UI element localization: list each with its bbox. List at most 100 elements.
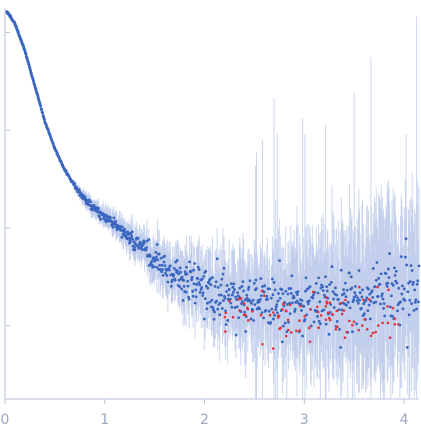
outlier-point: [238, 309, 241, 312]
data-point: [230, 293, 234, 297]
data-point: [370, 289, 374, 293]
data-point: [187, 297, 191, 301]
outlier-point: [224, 330, 227, 333]
data-point: [192, 282, 196, 286]
data-point: [190, 275, 194, 279]
data-point: [144, 248, 148, 252]
data-point: [404, 255, 407, 259]
data-point: [318, 300, 322, 304]
data-point: [382, 306, 385, 310]
data-point: [211, 306, 215, 310]
data-point: [250, 301, 254, 305]
data-point: [345, 288, 349, 292]
data-point: [136, 236, 140, 240]
data-point: [399, 255, 403, 259]
data-point: [112, 216, 116, 220]
data-point: [317, 319, 321, 323]
outlier-point: [324, 318, 328, 322]
data-point: [415, 282, 419, 286]
data-point: [380, 292, 384, 296]
outlier-point: [325, 296, 328, 299]
data-point: [127, 236, 131, 240]
data-point: [285, 302, 289, 306]
data-point: [381, 297, 385, 301]
x-tick-label: 1: [100, 412, 109, 428]
data-point: [191, 294, 195, 298]
data-point: [131, 237, 135, 241]
data-point: [123, 227, 126, 231]
data-point: [397, 286, 401, 290]
outlier-point: [336, 325, 339, 329]
data-point: [296, 293, 299, 297]
data-point: [237, 295, 241, 299]
data-point: [311, 296, 315, 300]
data-point: [246, 288, 250, 291]
data-point: [274, 305, 278, 309]
data-point: [331, 290, 335, 294]
data-point: [335, 293, 338, 297]
outlier-point: [315, 305, 319, 309]
outlier-point: [358, 285, 361, 289]
data-point: [388, 252, 391, 256]
data-point: [353, 291, 357, 295]
data-point: [181, 299, 185, 302]
data-point: [289, 287, 293, 290]
data-point: [224, 309, 227, 313]
outlier-point: [295, 329, 298, 333]
data-point: [410, 302, 413, 305]
error-bars: [6, 10, 420, 399]
data-point: [182, 279, 185, 282]
data-point: [73, 182, 77, 186]
outlier-point: [340, 312, 344, 316]
data-point: [328, 311, 332, 314]
data-point: [375, 261, 379, 264]
data-point: [272, 280, 276, 284]
outlier-point: [343, 336, 347, 339]
data-point: [399, 300, 402, 304]
outlier-point: [223, 315, 227, 319]
data-point: [172, 266, 176, 270]
data-point: [47, 128, 50, 132]
data-point: [282, 324, 285, 328]
data-point: [400, 284, 404, 288]
data-point: [178, 285, 182, 289]
data-point: [274, 308, 278, 312]
data-point: [304, 276, 308, 280]
x-tick-label: 4: [400, 412, 409, 428]
data-point: [162, 260, 166, 264]
data-point: [379, 272, 383, 276]
data-point: [189, 270, 193, 273]
data-point: [196, 276, 200, 280]
data-point: [318, 322, 322, 326]
data-point: [138, 240, 142, 244]
data-point: [230, 305, 234, 309]
data-point: [120, 225, 124, 229]
data-point: [382, 302, 386, 306]
data-point: [267, 309, 271, 313]
data-point: [280, 340, 284, 344]
data-point: [128, 240, 132, 244]
data-point: [176, 269, 180, 273]
data-point: [227, 288, 231, 291]
data-point: [219, 283, 223, 287]
data-point: [223, 296, 227, 300]
outlier-point: [381, 321, 384, 325]
data-point: [308, 299, 311, 303]
data-point: [215, 299, 219, 303]
data-point: [391, 314, 395, 318]
data-point: [273, 313, 276, 317]
data-point: [243, 298, 247, 302]
data-point: [160, 263, 164, 267]
data-point: [175, 258, 179, 262]
data-point: [416, 300, 420, 304]
data-point: [302, 305, 306, 308]
data-point: [97, 206, 100, 210]
data-point: [343, 281, 347, 285]
data-points: [5, 10, 421, 349]
data-point: [179, 270, 183, 274]
data-point: [371, 267, 375, 270]
data-point: [201, 291, 205, 295]
data-point: [324, 322, 328, 326]
outlier-point: [352, 320, 356, 323]
data-point: [251, 298, 255, 302]
